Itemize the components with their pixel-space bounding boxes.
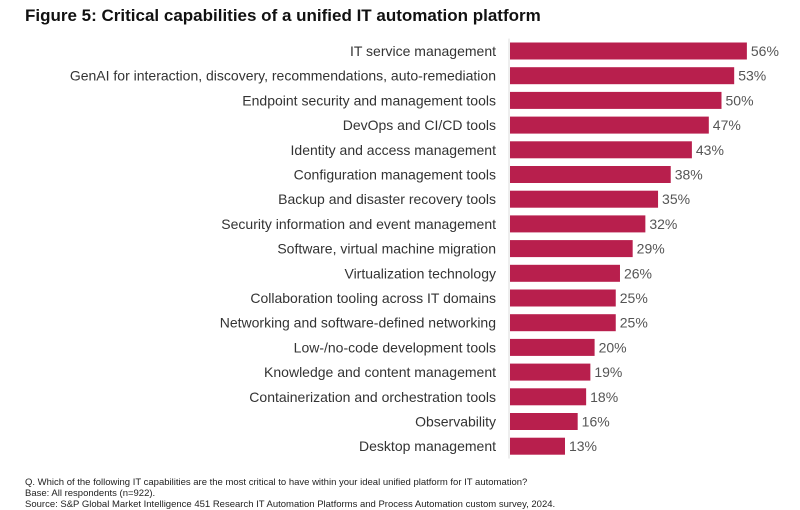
- value-label: 38%: [675, 167, 703, 183]
- value-label: 32%: [649, 216, 677, 232]
- value-label: 47%: [713, 117, 741, 133]
- value-label: 53%: [738, 68, 766, 84]
- value-label: 26%: [624, 265, 652, 281]
- bar: [510, 437, 565, 455]
- value-label: 43%: [696, 142, 724, 158]
- bar: [510, 338, 595, 356]
- bar: [510, 166, 671, 183]
- category-label: Identity and access management: [291, 142, 497, 158]
- bar: [510, 67, 735, 85]
- category-label: Low-/no-code development tools: [294, 339, 496, 355]
- bar: [510, 363, 591, 381]
- category-label: Security information and event managemen…: [221, 216, 496, 232]
- bar: [510, 190, 659, 208]
- category-label: GenAI for interaction, discovery, recomm…: [70, 68, 496, 84]
- bar: [510, 141, 692, 159]
- bar: [510, 264, 620, 282]
- category-label: Networking and software-defined networki…: [220, 315, 496, 331]
- category-label: DevOps and CI/CD tools: [343, 117, 496, 133]
- bar: [510, 413, 578, 430]
- category-label: Knowledge and content management: [264, 364, 496, 380]
- bar: [510, 42, 747, 60]
- chart-notes: Q. Which of the following IT capabilitie…: [25, 477, 555, 510]
- survey-base: Base: All respondents (n=922).: [25, 488, 156, 499]
- value-label: 25%: [620, 290, 648, 306]
- category-label: Containerization and orchestration tools: [249, 389, 496, 405]
- survey-question: Q. Which of the following IT capabilitie…: [25, 477, 528, 488]
- bar: [510, 215, 646, 233]
- value-label: 29%: [637, 241, 665, 257]
- value-label: 18%: [590, 389, 618, 405]
- category-label: Endpoint security and management tools: [242, 92, 496, 108]
- value-label: 50%: [726, 92, 754, 108]
- category-label: IT service management: [350, 43, 496, 59]
- bar-chart: IT service management 56% GenAI for intera…: [70, 38, 779, 459]
- value-label: 16%: [582, 414, 610, 430]
- category-label: Collaboration tooling across IT domains: [250, 290, 496, 306]
- bar: [510, 240, 633, 258]
- value-label: 25%: [620, 315, 648, 331]
- value-label: 56%: [751, 43, 779, 59]
- category-label: Software, virtual machine migration: [277, 241, 496, 257]
- bar: [510, 116, 709, 134]
- bar: [510, 289, 616, 307]
- value-label: 13%: [569, 438, 597, 454]
- survey-source: Source: S&P Global Market Intelligence 4…: [25, 499, 556, 510]
- bar: [510, 314, 616, 332]
- bar: [510, 388, 587, 406]
- category-label: Configuration management tools: [294, 167, 496, 183]
- chart-title: Figure 5: Critical capabilities of a uni…: [25, 6, 541, 25]
- category-label: Backup and disaster recovery tools: [278, 191, 496, 207]
- value-label: 35%: [662, 191, 690, 207]
- category-label: Desktop management: [359, 438, 496, 454]
- bar: [510, 91, 722, 109]
- category-label: Observability: [415, 414, 496, 430]
- value-label: 20%: [599, 339, 627, 355]
- value-label: 19%: [594, 364, 622, 380]
- category-label: Virtualization technology: [344, 265, 496, 281]
